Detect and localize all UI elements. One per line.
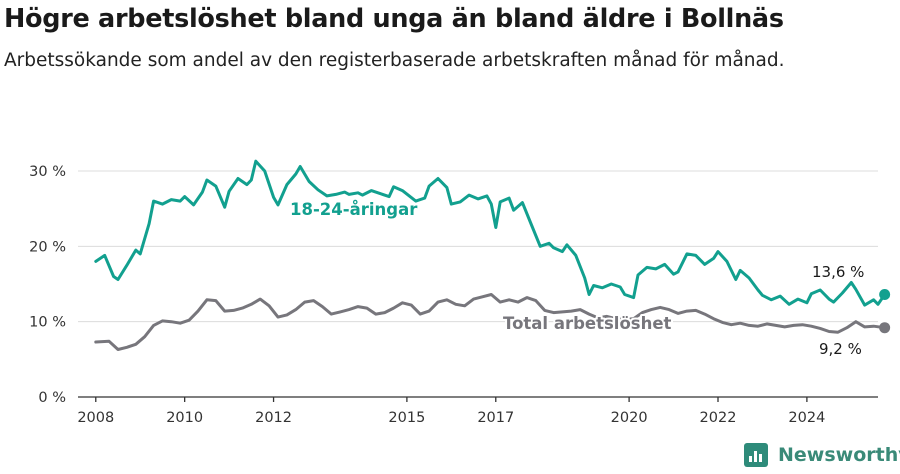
brand-name: Newsworthy [778,444,900,466]
chart-title: Högre arbetslöshet bland unga än bland ä… [4,4,784,34]
y-tick-label: 30 % [29,164,66,180]
brand-logo: Newsworthy [744,443,900,467]
x-tick-label: 2012 [255,410,292,426]
x-tick-label: 2017 [477,410,514,426]
x-tick-label: 2022 [700,410,737,426]
x-tick-label: 2024 [788,410,825,426]
y-tick-label: 10 % [29,315,66,331]
x-tick-label: 2010 [166,410,203,426]
end-point-total [879,322,891,334]
y-tick-label: 0 % [38,390,66,406]
end-value-youth: 13,6 % [812,263,864,281]
series-label-youth: 18-24-åringar [290,200,418,219]
series-line-total [94,293,887,351]
series-label-total: Total arbetslöshet [503,314,672,333]
x-tick-label: 2008 [77,410,114,426]
x-tick-label: 2015 [388,410,425,426]
end-point-youth [879,289,891,301]
x-tick-label: 2020 [611,410,648,426]
end-value-total: 9,2 % [819,340,862,358]
y-tick-label: 20 % [29,239,66,255]
chart-subtitle: Arbetssökande som andel av den registerb… [4,50,785,71]
series-line-youth [94,159,887,307]
newsworthy-logo-icon [744,443,768,467]
